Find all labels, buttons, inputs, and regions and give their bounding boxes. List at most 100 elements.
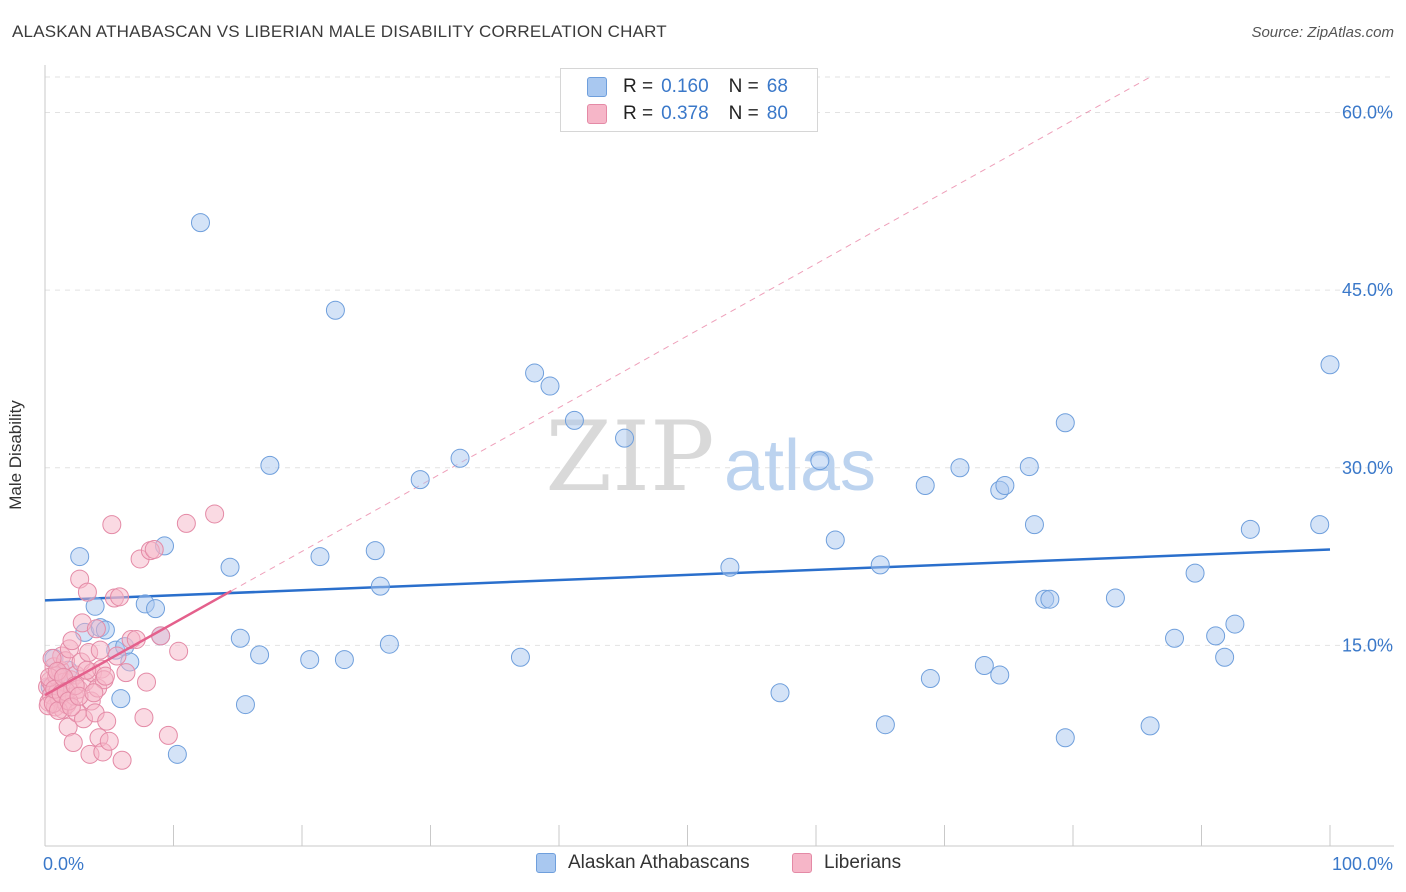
watermark-atlas: atlas	[724, 426, 876, 506]
y-tick-label: 45.0%	[1342, 280, 1393, 300]
series-liberians	[38, 504, 232, 770]
alaskan-athabascan-point	[1040, 589, 1060, 609]
liberian-point	[102, 515, 122, 535]
alaskan-athabascan-point	[1024, 515, 1044, 535]
y-axis-label: Male Disability	[6, 400, 25, 510]
alaskan-athabascan-point	[870, 555, 890, 575]
legend-swatch-blue	[536, 853, 556, 873]
alaskan-athabascan-point	[450, 448, 470, 468]
liberian-point	[95, 666, 115, 686]
alaskan-athabascan-point	[334, 650, 354, 670]
x-tick-label-min: 0.0%	[43, 854, 84, 874]
alaskan-athabascan-point	[990, 665, 1010, 685]
alaskan-athabascan-point	[615, 428, 635, 448]
source-label: Source: ZipAtlas.com	[1251, 24, 1394, 41]
trend-lines	[44, 76, 1331, 602]
liberian-point	[158, 725, 178, 745]
alaskan-athabascan-point	[1055, 728, 1075, 748]
y-tick-label: 60.0%	[1342, 103, 1393, 123]
alaskan-athabascan-point	[111, 689, 131, 709]
alaskan-athabascan-point	[70, 547, 90, 567]
alaskan-athabascan-point	[250, 645, 270, 665]
legend-label-alaskan-athabascans: Alaskan Athabascans	[568, 852, 750, 873]
alaskan-athabascan-point	[220, 557, 240, 577]
legend-n-value: 80	[766, 103, 788, 124]
legend-n-label: N =	[728, 76, 759, 97]
liberian-point	[63, 732, 83, 752]
alaskan-athabascan-point	[770, 683, 790, 703]
alaskan-athabascan-point	[1206, 626, 1226, 646]
alaskan-athabascan-point	[720, 557, 740, 577]
bottom-legend-pink: Liberians	[792, 852, 901, 874]
liberian-point	[176, 513, 196, 533]
alaskan-athabascan-point	[950, 458, 970, 478]
stats-legend: R = 0.160 N = 68 R = 0.378 N = 80	[560, 68, 818, 132]
alaskan-athabascan-point	[525, 363, 545, 383]
alaskan-athabascan-point	[510, 647, 530, 667]
alaskan-athabascan-point	[1240, 519, 1260, 539]
liberian-point	[169, 641, 189, 661]
alaskan-athabascan-point	[825, 530, 845, 550]
legend-r-label: R =	[623, 76, 654, 97]
alaskan-athabascan-point	[190, 213, 210, 233]
alaskan-athabascan-point	[310, 547, 330, 567]
chart-title: ALASKAN ATHABASCAN VS LIBERIAN MALE DISA…	[12, 22, 667, 41]
alaskan-athabascan-point	[1225, 614, 1245, 634]
liberian-point	[90, 640, 110, 660]
axes	[44, 65, 1394, 847]
alaskan-athabascan-point	[810, 451, 830, 471]
alaskan-athabascan-point	[1105, 588, 1125, 608]
legend-swatch-pink	[792, 853, 812, 873]
alaskan-athabascan-point	[365, 541, 385, 561]
liberian-point	[62, 631, 82, 651]
alaskan-athabascan-point	[1215, 647, 1235, 667]
liberian-point	[99, 731, 119, 751]
alaskan-athabascan-point	[540, 376, 560, 396]
alaskan-athabascan-point	[1320, 355, 1340, 375]
trend-liberians	[44, 589, 232, 697]
liberian-point	[116, 663, 136, 683]
alaskan-athabascan-point	[1055, 413, 1075, 433]
legend-swatch-pink	[587, 104, 607, 124]
alaskan-athabascan-point	[875, 715, 895, 735]
alaskan-athabascan-point	[1140, 716, 1160, 736]
liberian-point	[86, 619, 106, 639]
alaskan-athabascan-point	[915, 476, 935, 496]
legend-n-label: N =	[728, 103, 759, 124]
trend-alaskan-athabascans	[44, 548, 1331, 602]
y-tick-label: 30.0%	[1342, 458, 1393, 478]
y-tick-label: 15.0%	[1342, 635, 1393, 655]
liberian-point	[112, 750, 132, 770]
gridlines	[45, 76, 1394, 646]
alaskan-athabascan-point	[974, 656, 994, 676]
alaskan-athabascan-point	[1019, 457, 1039, 477]
x-tick-label-max: 100.0%	[1332, 854, 1393, 874]
alaskan-athabascan-point	[1185, 563, 1205, 583]
alaskan-athabascan-point	[260, 455, 280, 475]
alaskan-athabascan-point	[995, 476, 1015, 496]
legend-row-pink: R = 0.378 N = 80	[587, 102, 788, 126]
alaskan-athabascan-point	[167, 744, 187, 764]
liberian-point	[110, 587, 130, 607]
bottom-legend-blue: Alaskan Athabascans	[536, 852, 750, 874]
liberian-point	[205, 504, 225, 524]
alaskan-athabascan-point	[920, 669, 940, 689]
liberian-point	[77, 582, 97, 602]
alaskan-athabascan-point	[230, 628, 250, 648]
legend-n-value: 68	[766, 76, 788, 97]
alaskan-athabascan-point	[1310, 515, 1330, 535]
legend-label-liberians: Liberians	[824, 852, 902, 873]
legend-r-value: 0.378	[661, 103, 709, 124]
liberian-point	[144, 539, 164, 559]
alaskan-athabascan-point	[379, 634, 399, 654]
legend-row-blue: R = 0.160 N = 68	[587, 75, 788, 99]
alaskan-athabascan-point	[370, 576, 390, 596]
tick-labels: 15.0% 30.0% 45.0% 60.0% 0.0% 100.0%	[43, 103, 1393, 874]
trend-liberians-extension	[231, 76, 1151, 592]
legend-r-value: 0.160	[661, 76, 709, 97]
liberian-point	[84, 683, 104, 703]
liberian-point	[97, 711, 117, 731]
alaskan-athabascan-point	[235, 695, 255, 715]
alaskan-athabascan-point	[325, 300, 345, 320]
